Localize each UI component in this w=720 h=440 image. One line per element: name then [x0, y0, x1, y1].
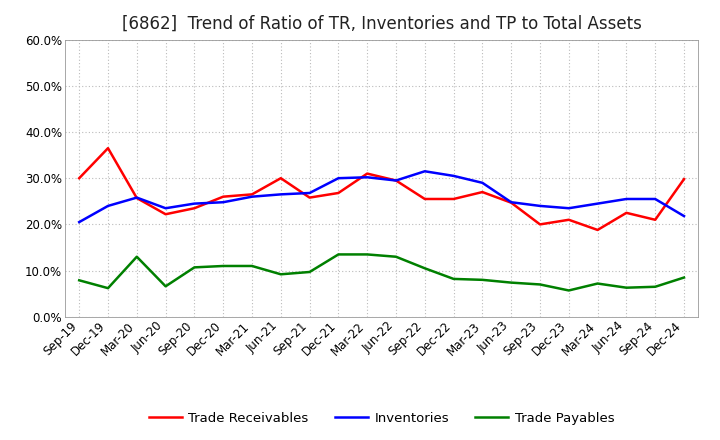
Trade Receivables [593, 227, 602, 233]
Trade Payables [305, 269, 314, 275]
Trade Receivables [334, 191, 343, 196]
Trade Receivables [507, 200, 516, 205]
Trade Receivables [680, 176, 688, 182]
Trade Payables [276, 271, 285, 277]
Trade Payables [536, 282, 544, 287]
Trade Receivables [305, 195, 314, 200]
Trade Payables [449, 276, 458, 282]
Trade Receivables [392, 178, 400, 183]
Trade Receivables [449, 196, 458, 202]
Trade Payables [651, 284, 660, 290]
Trade Receivables [75, 176, 84, 181]
Trade Receivables [363, 171, 372, 176]
Inventories [651, 196, 660, 202]
Trade Receivables [161, 212, 170, 217]
Inventories [622, 196, 631, 202]
Trade Receivables [420, 196, 429, 202]
Inventories [680, 213, 688, 219]
Trade Receivables [190, 205, 199, 211]
Inventories [161, 205, 170, 211]
Trade Receivables [478, 189, 487, 194]
Inventories [420, 169, 429, 174]
Trade Payables [507, 280, 516, 285]
Line: Inventories: Inventories [79, 171, 684, 222]
Trade Payables [248, 263, 256, 268]
Inventories [593, 201, 602, 206]
Inventories [248, 194, 256, 199]
Trade Receivables [622, 210, 631, 216]
Line: Trade Receivables: Trade Receivables [79, 148, 684, 230]
Inventories [507, 200, 516, 205]
Trade Payables [392, 254, 400, 259]
Inventories [363, 175, 372, 180]
Trade Payables [190, 265, 199, 270]
Trade Receivables [276, 176, 285, 181]
Trade Payables [75, 278, 84, 283]
Inventories [305, 191, 314, 196]
Inventories [478, 180, 487, 185]
Trade Payables [478, 277, 487, 282]
Inventories [104, 203, 112, 209]
Trade Payables [680, 275, 688, 280]
Trade Receivables [104, 146, 112, 151]
Inventories [132, 195, 141, 200]
Inventories [392, 178, 400, 183]
Trade Receivables [132, 195, 141, 201]
Trade Payables [104, 286, 112, 291]
Inventories [536, 203, 544, 209]
Trade Payables [420, 266, 429, 271]
Trade Payables [334, 252, 343, 257]
Inventories [190, 201, 199, 206]
Legend: Trade Receivables, Inventories, Trade Payables: Trade Receivables, Inventories, Trade Pa… [143, 407, 620, 430]
Inventories [449, 173, 458, 179]
Trade Receivables [564, 217, 573, 222]
Inventories [564, 205, 573, 211]
Trade Receivables [651, 217, 660, 222]
Trade Payables [622, 285, 631, 290]
Inventories [276, 192, 285, 197]
Trade Receivables [248, 192, 256, 197]
Inventories [75, 220, 84, 225]
Line: Trade Payables: Trade Payables [79, 254, 684, 290]
Title: [6862]  Trend of Ratio of TR, Inventories and TP to Total Assets: [6862] Trend of Ratio of TR, Inventories… [122, 15, 642, 33]
Inventories [219, 200, 228, 205]
Trade Receivables [219, 194, 228, 199]
Inventories [334, 176, 343, 181]
Trade Receivables [536, 222, 544, 227]
Trade Payables [132, 254, 141, 259]
Trade Payables [219, 263, 228, 268]
Trade Payables [363, 252, 372, 257]
Trade Payables [593, 281, 602, 286]
Trade Payables [564, 288, 573, 293]
Trade Payables [161, 284, 170, 289]
